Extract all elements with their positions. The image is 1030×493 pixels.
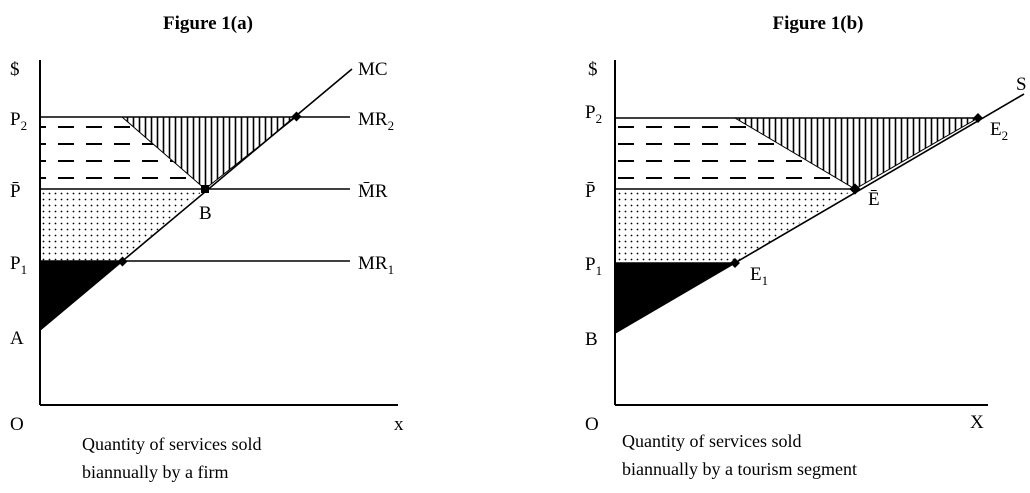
figure-b-supply-curve (614, 93, 1025, 334)
figure-a-dashed-region (40, 117, 205, 189)
figure-a-x-axis-label: x (394, 414, 404, 435)
figure-a-p1-label: P1 (10, 253, 27, 277)
figure-b-e1-label: E1 (750, 264, 768, 288)
figure-b-origin-label: O (585, 414, 599, 435)
figure-b-e2-marker (973, 113, 983, 123)
figure-a-y-axis-label: $ (10, 59, 20, 80)
figure-b: Figure 1(b) $ P2 P̄ P1 B O X S E2 Ē E1 Q… (585, 13, 1027, 479)
figure-a-intercept-label: A (10, 328, 24, 349)
figure-b-p2-label: P2 (585, 102, 602, 126)
figure-b-dotted-region (615, 189, 855, 263)
figure-b-supply-label: S (1016, 74, 1027, 95)
figure-a-mrbar-label: M̄R (358, 181, 388, 202)
figure-b-p1-label: P1 (585, 254, 602, 278)
figure-b-ebar-label: Ē (868, 189, 880, 210)
figure-b-e2-label: E2 (990, 119, 1008, 143)
figure-b-intercept-label: B (585, 329, 598, 350)
figure-a-p2-label: P2 (10, 109, 27, 133)
figure-a-mc-label: MC (358, 59, 388, 80)
figure-b-title: Figure 1(b) (773, 13, 864, 34)
figure-b-caption-line2: biannually by a tourism segment (622, 459, 857, 479)
figure-b-e1-marker (730, 258, 740, 268)
figure-a: Figure 1(a) $ P2 P̄ P1 A O x MC MR2 M̄R … (10, 13, 404, 482)
figure-a-title: Figure 1(a) (163, 13, 253, 34)
figure-a-origin-label: O (10, 414, 24, 435)
figure-a-mr2-label: MR2 (358, 109, 394, 133)
figure-b-y-axis-label: $ (588, 59, 598, 80)
figure-b-pbar-label: P̄ (585, 181, 596, 202)
figure-a-caption-line2: biannually by a firm (82, 462, 228, 482)
figure-a-caption-line1: Quantity of services sold (82, 434, 261, 454)
figure-b-ebar-marker (849, 183, 861, 195)
figure-a-mr1-label: MR1 (358, 253, 394, 277)
figure-a-b-label: B (199, 203, 212, 224)
figure-b-dashed-region (615, 118, 855, 189)
figure-a-pbar-label: P̄ (10, 181, 21, 202)
figure-a-dotted-region (40, 189, 205, 261)
figure-a-b-marker (201, 185, 209, 193)
figure-b-x-axis-label: X (970, 412, 984, 433)
figure-b-caption-line1: Quantity of services sold (622, 431, 801, 451)
figure-a-mc-curve (39, 68, 353, 331)
